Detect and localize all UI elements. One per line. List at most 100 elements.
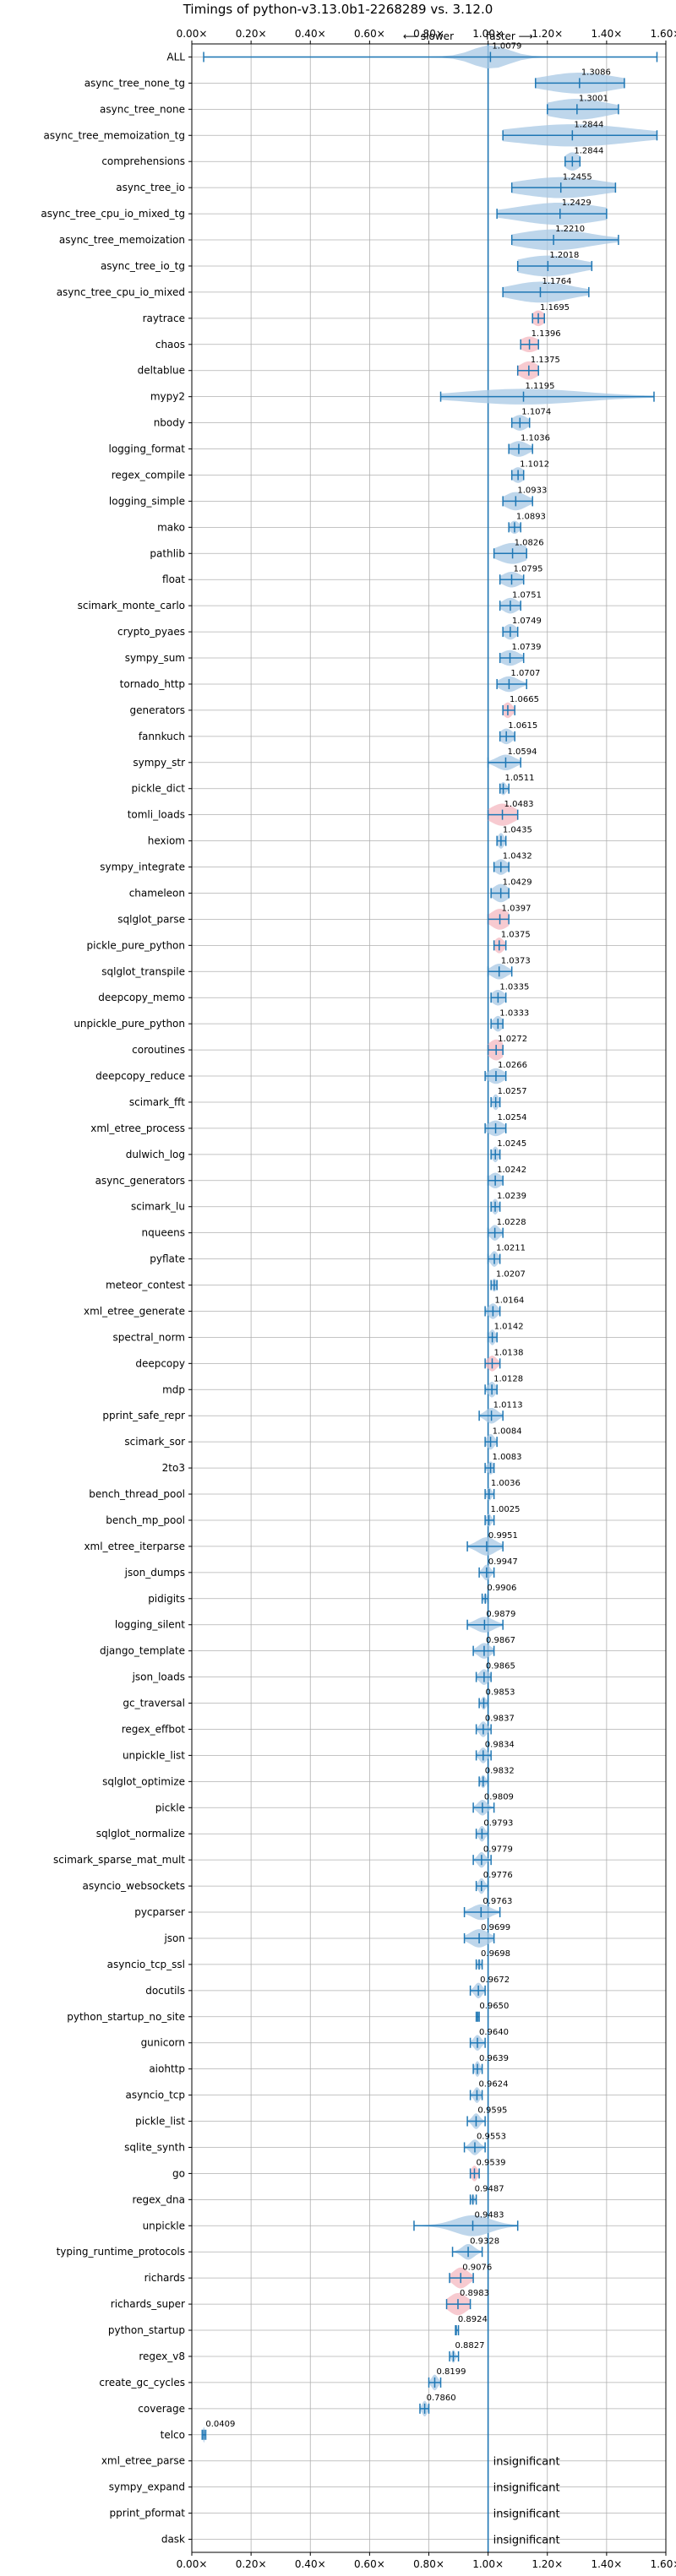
y-tick-label: asyncio_websockets bbox=[83, 1880, 185, 1892]
value-label: 0.9483 bbox=[474, 2210, 504, 2220]
y-tick-label: async_tree_cpu_io_mixed_tg bbox=[41, 208, 185, 220]
y-tick-label: unpickle_list bbox=[123, 1749, 185, 1761]
y-tick-label: asyncio_tcp bbox=[125, 2090, 185, 2101]
y-tick-label: async_tree_none_tg bbox=[84, 77, 185, 89]
y-tick-label: raytrace bbox=[143, 312, 185, 324]
value-label: 1.2018 bbox=[549, 251, 579, 260]
y-tick-label: bench_thread_pool bbox=[89, 1488, 185, 1500]
y-tick-label: scimark_sparse_mat_mult bbox=[53, 1854, 185, 1866]
y-tick-label: xml_etree_iterparse bbox=[84, 1541, 185, 1552]
x-tick-label-top: 0.00× bbox=[177, 28, 208, 40]
insignificant-label: insignificant bbox=[493, 2456, 560, 2469]
x-tick-label-bottom: 1.20× bbox=[532, 2558, 563, 2570]
value-label: 0.9640 bbox=[479, 2028, 509, 2037]
y-tick-label: create_gc_cycles bbox=[99, 2377, 185, 2389]
value-label: 1.2844 bbox=[574, 120, 603, 129]
y-tick-label: logging_silent bbox=[115, 1619, 185, 1631]
y-tick-label: async_tree_memoization bbox=[59, 234, 185, 246]
value-label: 1.0751 bbox=[512, 590, 542, 600]
value-label: 0.8983 bbox=[460, 2289, 489, 2298]
value-label: 1.2455 bbox=[563, 172, 592, 182]
value-label: 1.0245 bbox=[497, 1139, 526, 1149]
value-label: 1.0266 bbox=[498, 1061, 527, 1070]
y-tick-label: nbody bbox=[154, 417, 185, 429]
y-tick-label: scimark_monte_carlo bbox=[78, 600, 185, 611]
value-label: 0.9595 bbox=[477, 2106, 507, 2116]
y-tick-label: regex_compile bbox=[112, 469, 185, 481]
y-tick-label: unpickle_pure_python bbox=[74, 1018, 185, 1030]
value-label: 1.0739 bbox=[512, 643, 542, 652]
y-tick-label: python_startup_no_site bbox=[67, 2011, 185, 2023]
chart-title: Timings of python-v3.13.0b1-2268289 vs. … bbox=[183, 2, 493, 17]
x-tick-label-bottom: 1.60× bbox=[651, 2558, 676, 2570]
y-tick-label: pickle_dict bbox=[132, 783, 186, 795]
x-tick-label-bottom: 0.40× bbox=[295, 2558, 326, 2570]
y-tick-label: scimark_sor bbox=[124, 1436, 185, 1448]
y-tick-label: 2to3 bbox=[162, 1462, 185, 1474]
value-label: 0.9837 bbox=[485, 1715, 515, 1724]
y-tick-label: async_generators bbox=[95, 1175, 185, 1187]
y-tick-label: nqueens bbox=[142, 1227, 185, 1239]
value-label: 1.0257 bbox=[498, 1087, 527, 1096]
value-label: 1.0795 bbox=[513, 564, 542, 573]
y-tick-label: mypy2 bbox=[150, 391, 185, 403]
y-tick-label: bench_mp_pool bbox=[106, 1514, 185, 1526]
value-label: 0.9672 bbox=[480, 1975, 510, 1985]
y-tick-label: go bbox=[172, 2167, 185, 2179]
y-tick-label: deltablue bbox=[138, 365, 185, 377]
y-tick-label: regex_effbot bbox=[122, 1723, 186, 1735]
value-label: 1.3086 bbox=[581, 68, 611, 78]
value-label: 1.0254 bbox=[498, 1113, 527, 1122]
y-tick-label: aiohttp bbox=[149, 2063, 185, 2075]
value-label: 0.8199 bbox=[436, 2367, 466, 2377]
value-label: 1.0083 bbox=[493, 1453, 522, 1462]
y-tick-label: hexiom bbox=[148, 835, 185, 847]
value-label: 0.9947 bbox=[488, 1557, 518, 1567]
x-tick-label-bottom: 1.40× bbox=[591, 2558, 622, 2570]
x-tick-label-bottom: 0.80× bbox=[413, 2558, 444, 2570]
y-tick-label: chameleon bbox=[129, 887, 185, 899]
y-tick-label: generators bbox=[129, 704, 185, 716]
x-tick-label-top: 0.20× bbox=[236, 28, 267, 40]
y-tick-label: gc_traversal bbox=[123, 1698, 185, 1709]
value-label: 0.9698 bbox=[481, 1949, 510, 1959]
y-tick-label: xml_etree_parse bbox=[101, 2455, 185, 2467]
x-tick-label-bottom: 0.00× bbox=[177, 2558, 208, 2570]
y-tick-label: ALL bbox=[166, 51, 185, 62]
y-tick-label: logging_format bbox=[108, 443, 185, 455]
x-tick-label-bottom: 0.20× bbox=[236, 2558, 267, 2570]
value-label: 1.2429 bbox=[562, 198, 592, 208]
value-label: 1.0036 bbox=[491, 1479, 521, 1488]
value-label: 0.7860 bbox=[427, 2394, 456, 2403]
value-label: 1.0933 bbox=[517, 486, 547, 496]
value-label: 0.9834 bbox=[485, 1741, 515, 1750]
y-tick-label: sympy_expand bbox=[109, 2481, 185, 2493]
y-tick-label: sqlglot_transpile bbox=[101, 965, 185, 977]
y-tick-label: dask bbox=[161, 2534, 185, 2546]
value-label: 0.9763 bbox=[482, 1897, 512, 1906]
value-label: 1.1375 bbox=[531, 356, 560, 365]
y-tick-label: async_tree_io_tg bbox=[101, 260, 185, 272]
value-label: 1.0242 bbox=[497, 1166, 526, 1175]
y-tick-label: pickle_pure_python bbox=[87, 939, 185, 951]
value-label: 0.9853 bbox=[485, 1688, 515, 1698]
value-label: 1.0749 bbox=[512, 617, 542, 626]
slower-direction-label: ⟵ slower bbox=[403, 30, 454, 42]
y-tick-label: gunicorn bbox=[141, 2037, 185, 2049]
y-tick-label: comprehensions bbox=[101, 155, 185, 167]
y-tick-label: xml_etree_process bbox=[90, 1122, 185, 1134]
y-tick-label: asyncio_tcp_ssl bbox=[107, 1959, 185, 1970]
y-tick-label: async_tree_io bbox=[116, 182, 185, 193]
value-label: 1.0079 bbox=[492, 42, 521, 52]
y-tick-label: pyflate bbox=[150, 1253, 185, 1265]
value-label: 1.2844 bbox=[574, 146, 603, 155]
y-tick-label: logging_simple bbox=[109, 495, 185, 507]
y-tick-label: telco bbox=[161, 2429, 185, 2441]
y-tick-label: regex_v8 bbox=[139, 2350, 185, 2362]
value-label: 1.0826 bbox=[515, 538, 544, 547]
value-label: 0.9832 bbox=[485, 1766, 515, 1775]
value-label: 1.3001 bbox=[579, 94, 608, 103]
y-tick-label: deepcopy bbox=[135, 1357, 185, 1369]
value-label: 1.0211 bbox=[496, 1244, 526, 1253]
value-label: 0.9865 bbox=[486, 1662, 515, 1671]
